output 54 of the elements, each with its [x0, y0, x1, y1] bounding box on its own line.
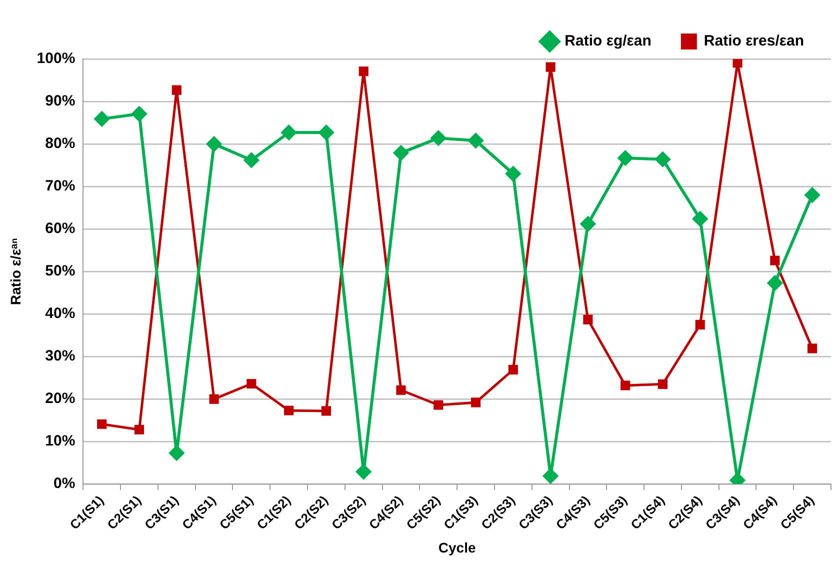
point: [209, 394, 219, 404]
point: [246, 378, 256, 389]
point: [244, 152, 259, 168]
point: [321, 406, 331, 416]
y-tick-label: 0%: [53, 475, 76, 492]
y-tick-label: 80%: [45, 135, 76, 152]
point: [770, 256, 780, 266]
point: [583, 314, 593, 324]
point: [396, 385, 406, 395]
point: [655, 152, 670, 167]
point: [508, 364, 518, 374]
y-tick-label: 100%: [36, 50, 76, 68]
point: [470, 398, 481, 408]
point: [620, 380, 630, 390]
point: [134, 424, 144, 434]
point: [546, 62, 556, 72]
point: [692, 211, 708, 226]
y-tick-label: 20%: [45, 390, 76, 408]
point: [658, 379, 668, 389]
legend-label: Ratio εg/εan: [564, 32, 652, 50]
y-axis-title: Ratio ε/εᵃⁿ: [7, 238, 24, 305]
legend-label: Ratio εres/εan: [704, 32, 804, 50]
y-tick-label: 50%: [45, 262, 76, 280]
point: [695, 320, 705, 330]
point: [169, 446, 184, 461]
y-tick-label: 90%: [45, 92, 76, 110]
point: [318, 125, 334, 140]
point: [618, 150, 633, 166]
point: [356, 464, 372, 480]
point: [393, 145, 408, 160]
y-tick-label: 10%: [45, 432, 76, 450]
point: [434, 400, 444, 410]
point: [281, 125, 296, 140]
y-tick-label: 60%: [45, 220, 76, 238]
point: [767, 276, 782, 291]
y-tick-label: 70%: [45, 178, 76, 195]
y-tick-label: 30%: [45, 348, 76, 365]
point: [172, 85, 182, 95]
point: [94, 111, 110, 126]
point: [206, 136, 222, 152]
point: [580, 216, 596, 232]
point: [506, 166, 521, 182]
point: [543, 468, 558, 484]
point: [804, 188, 820, 203]
point: [808, 344, 818, 354]
point: [132, 106, 147, 122]
point: [284, 406, 294, 416]
point: [358, 66, 368, 76]
point: [732, 59, 742, 68]
point: [430, 130, 446, 146]
point: [468, 133, 484, 148]
point: [97, 419, 107, 429]
y-tick-label: 40%: [45, 305, 76, 322]
x-axis-title: Cycle: [438, 539, 476, 556]
